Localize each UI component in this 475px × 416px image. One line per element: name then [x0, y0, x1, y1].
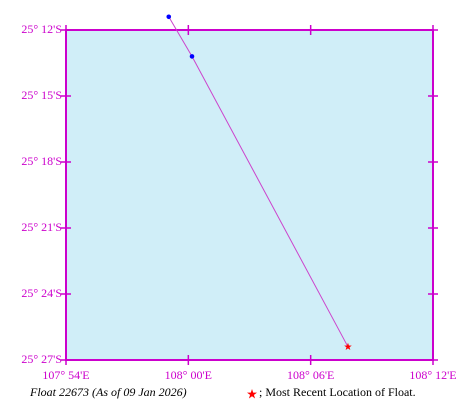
- legend-star: [246, 389, 257, 399]
- y-tick-label: 25° 21'S: [21, 220, 62, 234]
- chart-title: Float 22673 (As of 09 Jan 2026): [29, 385, 187, 399]
- x-tick-label: 108° 00'E: [165, 368, 212, 382]
- float-position: [189, 54, 195, 59]
- x-tick-label: 108° 12'E: [409, 368, 456, 382]
- y-tick-label: 25° 12'S: [21, 22, 62, 36]
- y-tick-label: 25° 24'S: [21, 286, 62, 300]
- x-tick-label: 108° 06'E: [287, 368, 334, 382]
- x-tick-label: 107° 54'E: [42, 368, 89, 382]
- float-position: [166, 14, 172, 20]
- y-tick-label: 25° 27'S: [21, 352, 62, 366]
- latest-location: [344, 342, 352, 351]
- legend-label: ; Most Recent Location of Float.: [259, 385, 416, 399]
- y-tick-label: 25° 15'S: [21, 88, 62, 102]
- y-tick-label: 25° 18'S: [21, 154, 62, 168]
- plot-area: [65, 29, 434, 361]
